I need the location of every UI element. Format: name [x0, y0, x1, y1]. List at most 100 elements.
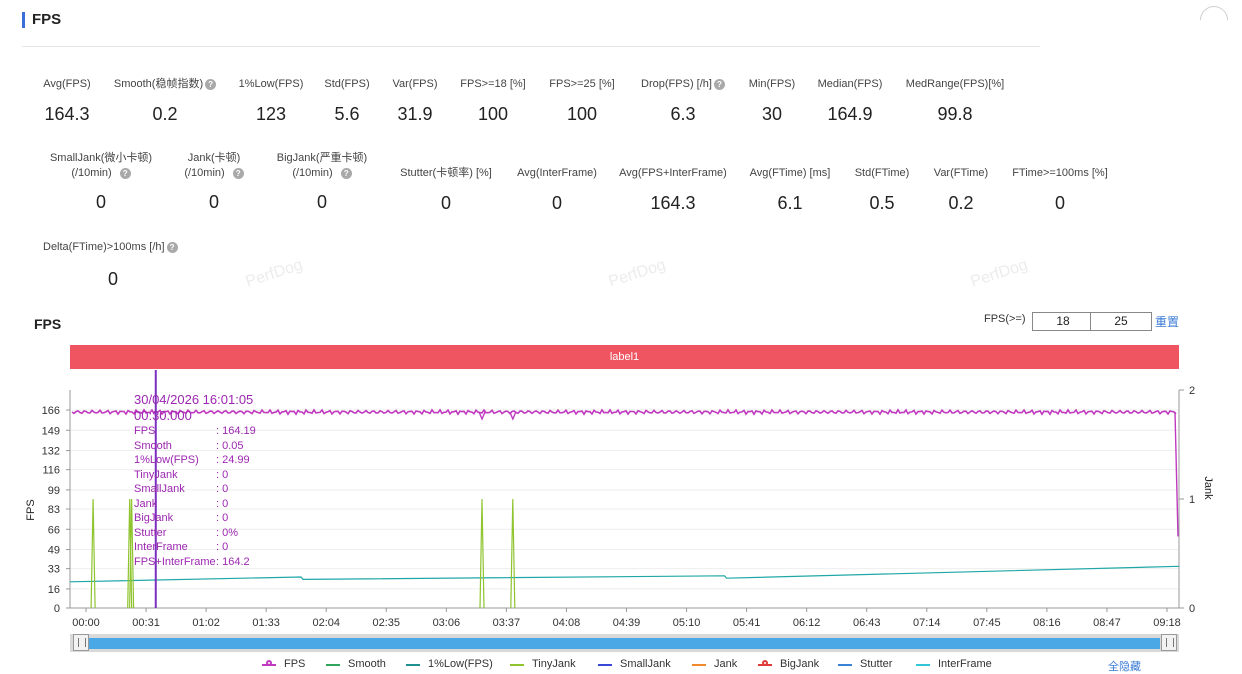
stat-label: Std(FPS) [324, 78, 370, 90]
y-tick-label: 16 [48, 584, 60, 596]
x-tick-label: 03:06 [433, 617, 461, 629]
legend-label: Smooth [348, 658, 386, 670]
tooltip-elapsed: 00:30.000 [134, 408, 192, 423]
stat-card: MedRange(FPS)[%] 99.8 [875, 77, 1035, 125]
tooltip-key: Jank [134, 497, 158, 510]
help-icon[interactable]: ? [205, 78, 217, 90]
section-title: FPS [32, 11, 62, 28]
x-tick-label: 02:04 [312, 617, 340, 629]
y-tick-label: 33 [48, 564, 60, 576]
stat-card: Jank(卡顿) (/10min)? 0 [134, 151, 294, 213]
help-icon[interactable]: ? [232, 167, 244, 179]
stat-card: Var(FPS) 31.9 [335, 77, 495, 125]
stat-label: SmallJank(微小卡顿) [49, 152, 153, 164]
tinyjank-spike [127, 498, 133, 609]
reset-button[interactable]: 重置 [1155, 315, 1180, 329]
series-fps-line [71, 408, 1177, 416]
x-tick-label: 05:41 [733, 617, 761, 629]
tooltip-key: FPS [134, 425, 156, 437]
zoom-range[interactable] [88, 638, 1160, 649]
stat-value: 0 [108, 269, 119, 289]
x-tick-label: 04:08 [553, 617, 581, 629]
stat-value: 0.2 [948, 193, 974, 213]
stat-label: Avg(FTime) [ms] [749, 167, 831, 179]
tooltip-key: BigJank [134, 512, 174, 524]
y-tick-label: 99 [48, 485, 60, 497]
legend-swatch [510, 664, 524, 666]
stat-card: 1%Low(FPS) 123 [191, 77, 351, 125]
stat-value: 164.9 [827, 104, 873, 124]
tooltip-key: FPS+InterFrame [134, 555, 216, 568]
stat-sublabel: (/10min)? [21, 166, 181, 181]
legend-swatch [406, 664, 420, 666]
help-icon[interactable]: ? [713, 78, 725, 90]
stat-value: 99.8 [937, 104, 973, 124]
x-tick-label: 02:35 [373, 617, 401, 629]
stat-card: Drop(FPS) [/h]? 6.3 [603, 77, 763, 125]
stat-card: Avg(InterFrame) 0 [477, 166, 637, 214]
tooltip-key: Stutter [134, 526, 167, 539]
stat-label: FTime>=100ms [%] [1012, 167, 1108, 179]
stat-card: Median(FPS) 164.9 [770, 77, 930, 125]
stat-sublabel: (/10min)? [134, 166, 294, 181]
label-band[interactable]: label1 [70, 345, 1179, 369]
tooltip-key: InterFrame [134, 541, 188, 553]
watermark: PerfDog [968, 256, 1030, 291]
help-icon[interactable]: ? [166, 241, 178, 253]
stat-value: 0.5 [869, 193, 895, 213]
help-icon[interactable]: ? [119, 167, 131, 179]
stat-value: 0 [440, 193, 451, 213]
stat-value: 0 [95, 192, 106, 212]
stat-card: Avg(FTime) [ms] 6.1 [710, 166, 870, 214]
refresh-icon[interactable] [1194, 0, 1234, 40]
chart-legend: FPS Smooth 1%Low(FPS) TinyJank SmallJank Jank… [0, 657, 1100, 673]
stat-value: 123 [255, 104, 287, 124]
zoom-handle-left[interactable] [73, 634, 89, 651]
legend-label: InterFrame [938, 658, 992, 670]
tooltip-value: : 0.05 [216, 439, 244, 452]
stat-value: 100 [477, 104, 509, 124]
y-tick-label: 0 [54, 603, 60, 615]
x-tick-label: 07:14 [913, 617, 941, 629]
hide-all-button[interactable]: 全隐藏 [1108, 661, 1141, 673]
tooltip-value: : 0 [216, 512, 229, 524]
section-header: FPS [22, 10, 1040, 47]
stat-card: Var(FTime) 0.2 [881, 166, 1041, 214]
tinyjank-spike [129, 498, 135, 609]
stat-label: 1%Low(FPS) [238, 78, 304, 90]
x-tick-label: 00:31 [132, 617, 160, 629]
stat-label: Avg(FPS) [43, 78, 91, 90]
y-tick-label: 49 [48, 545, 60, 557]
fps-threshold-18-input[interactable] [1032, 312, 1094, 331]
legend-label: Jank [714, 658, 738, 670]
stat-label: FPS>=18 [%] [460, 78, 526, 90]
stat-label: Drop(FPS) [/h]? [603, 77, 763, 92]
header-accent-bar [22, 12, 25, 28]
y2-tick-label: 2 [1189, 385, 1195, 397]
tooltip-key: SmallJank [134, 483, 185, 495]
stat-value: 0 [551, 193, 562, 213]
stat-card: Avg(FPS+InterFrame) 164.3 [593, 166, 753, 214]
stat-label: Var(FPS) [392, 78, 438, 90]
legend-swatch [916, 664, 930, 666]
fps-chart[interactable]: 0 16 33 49 66 83 99 116 132 149 166 0 1 2 00:00 00:31 01… [0, 370, 1242, 632]
x-tick-label: 09:18 [1153, 617, 1181, 629]
stat-value: 0 [1054, 193, 1065, 213]
stat-card: Stutter(卡顿率) [%] 0 [366, 166, 526, 214]
stat-card: Std(FTime) 0.5 [802, 166, 962, 214]
fps-threshold-25-input[interactable] [1090, 312, 1152, 331]
stat-card: Std(FPS) 5.6 [267, 77, 427, 125]
tooltip-key: 1%Low(FPS) [134, 454, 199, 466]
y-tick-label: 149 [42, 425, 60, 437]
y-axis-title: FPS [25, 499, 37, 520]
tooltip-row: BigJank : 0 [134, 511, 256, 526]
tooltip-key: Smooth [134, 439, 172, 452]
y-tick-label: 116 [42, 465, 60, 477]
y-tick-label: 66 [48, 524, 60, 536]
zoom-handle-right[interactable] [1161, 634, 1177, 651]
x-tick-label: 00:00 [72, 617, 100, 629]
watermark: PerfDog [243, 256, 305, 291]
stat-card: FPS>=25 [%] 100 [502, 77, 662, 125]
tinyjank-spike [479, 498, 485, 609]
help-icon[interactable]: ? [340, 167, 352, 179]
